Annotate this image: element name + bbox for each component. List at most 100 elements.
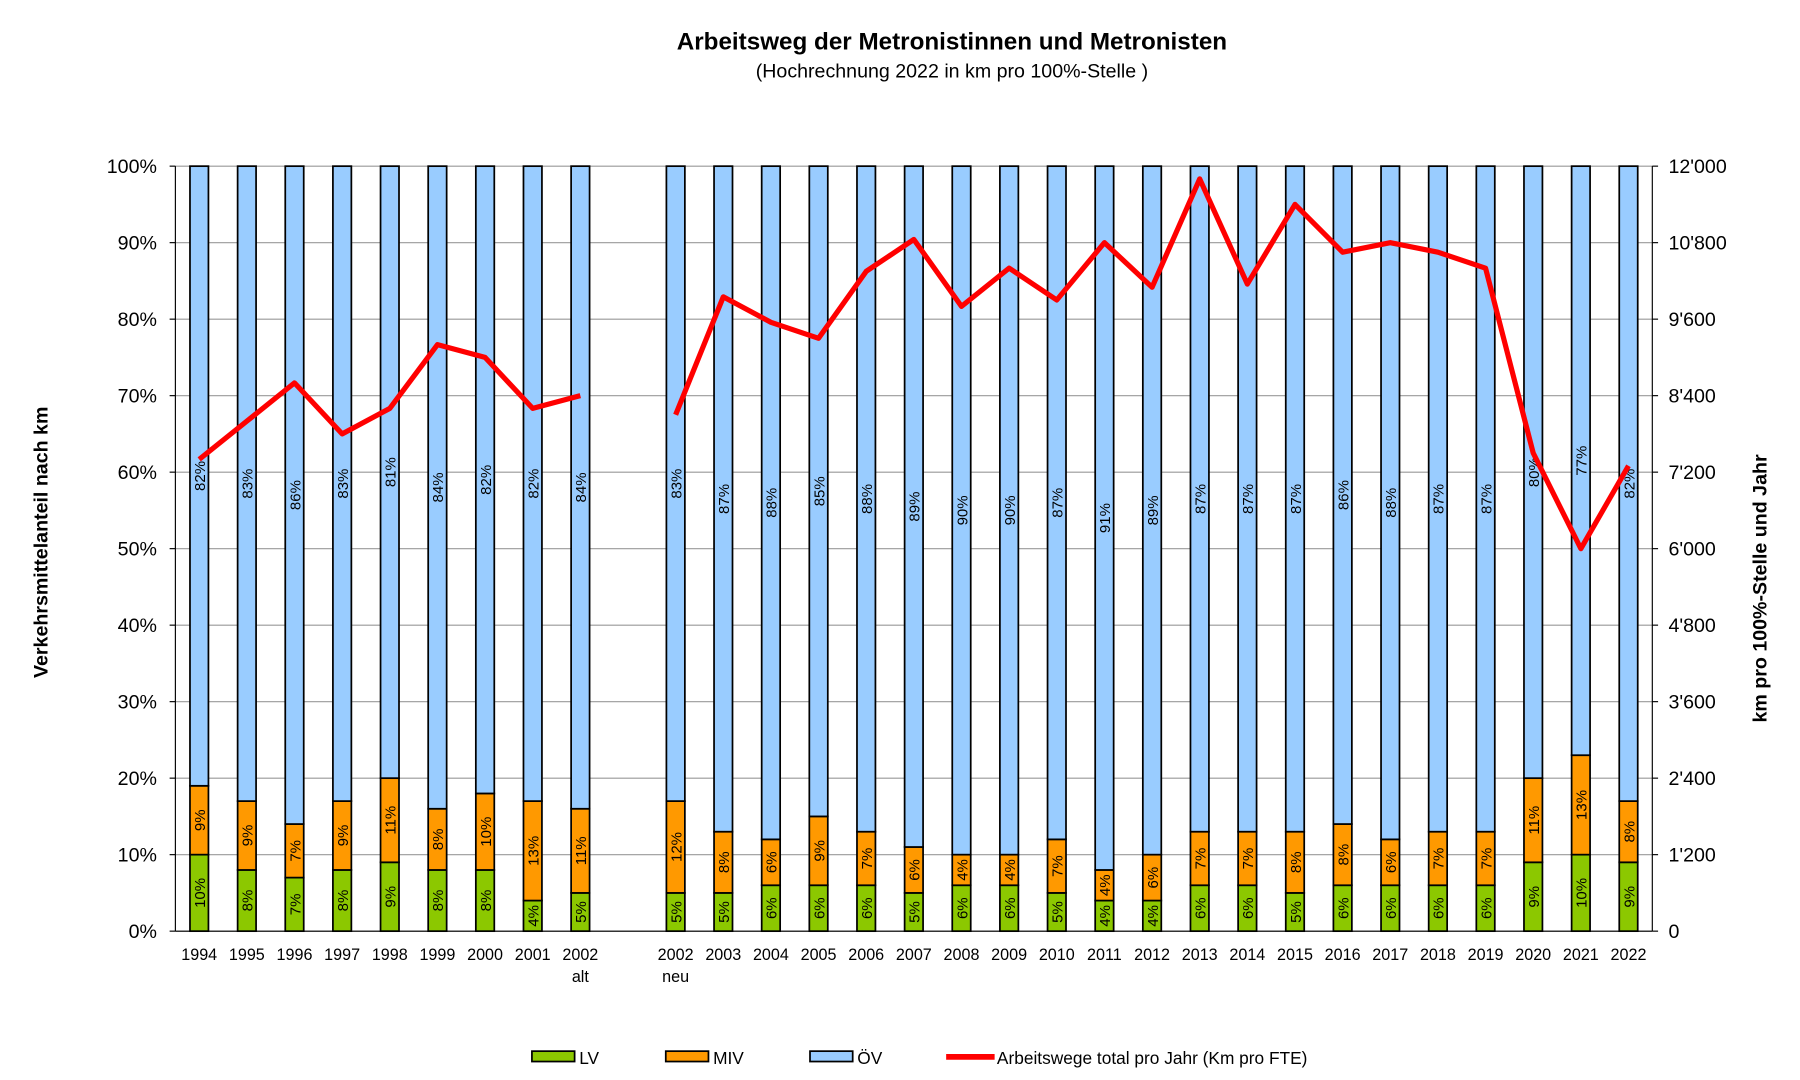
- y-tick-label: 10%: [118, 845, 157, 867]
- data-label: 6%: [907, 859, 924, 881]
- data-label: 87%: [1050, 488, 1067, 518]
- data-label: 90%: [954, 495, 971, 525]
- data-label: 6%: [1431, 897, 1448, 919]
- data-label: 8%: [430, 829, 447, 851]
- x-tick-label: 1996: [277, 946, 313, 964]
- bar-ov: [522, 165, 543, 802]
- data-label: 83%: [335, 469, 352, 499]
- legend-label: LV: [579, 1048, 599, 1068]
- y2-tick-label: 1'200: [1668, 845, 1715, 867]
- bar-ov: [474, 165, 496, 795]
- x-tick-label: 1999: [419, 946, 455, 964]
- x-tick-label: 2010: [1039, 946, 1075, 964]
- data-label: 91%: [1097, 503, 1114, 533]
- data-label: 82%: [478, 465, 495, 495]
- y-tick-label: 90%: [118, 233, 157, 255]
- data-label: 89%: [1145, 495, 1162, 525]
- bar-ov: [856, 165, 877, 833]
- data-label: 83%: [668, 469, 685, 499]
- data-label: 11%: [573, 836, 590, 865]
- x-tick-label: 2014: [1229, 946, 1265, 964]
- y-tick-label: 100%: [107, 156, 157, 178]
- data-label: 8%: [335, 890, 352, 912]
- bar-ov: [1237, 165, 1258, 833]
- x-tick-label: 2001: [515, 946, 551, 964]
- y2-tick-label: 3'600: [1668, 692, 1715, 714]
- y2-tick-label: 7'200: [1668, 462, 1715, 484]
- data-label: 6%: [764, 897, 781, 919]
- x-tick-label: 2017: [1372, 946, 1408, 964]
- data-label: 10%: [1574, 878, 1591, 908]
- data-label: 12%: [668, 832, 685, 862]
- data-label: 8%: [1621, 821, 1638, 843]
- data-label: 9%: [192, 809, 209, 831]
- data-label: 89%: [907, 492, 924, 522]
- bar-ov: [284, 165, 305, 825]
- bar-ov: [999, 165, 1020, 856]
- data-label: 8%: [1335, 844, 1352, 866]
- chart-subtitle: (Hochrechnung 2022 in km pro 100%-Stelle…: [756, 60, 1148, 82]
- data-label: 7%: [859, 848, 876, 870]
- data-label: 7%: [1240, 848, 1257, 870]
- data-label: 5%: [907, 901, 924, 923]
- legend: LV MIV ÖV Arbeitswege total pro Jahr (Km pr…: [531, 1048, 1307, 1068]
- x-tick-label: 2022: [1611, 946, 1647, 964]
- data-label: 11%: [1526, 806, 1543, 835]
- y-tick-label: 0%: [129, 921, 157, 943]
- data-label: 87%: [1240, 484, 1257, 514]
- data-label: 6%: [764, 851, 781, 873]
- data-label: 85%: [811, 476, 828, 506]
- data-label: 83%: [240, 469, 257, 499]
- x-tick-label: 2019: [1468, 946, 1504, 964]
- data-label: 5%: [1050, 901, 1067, 923]
- data-label: 4%: [525, 905, 542, 927]
- data-label: 6%: [1145, 867, 1162, 889]
- data-label: 87%: [716, 484, 733, 514]
- data-label: 8%: [716, 851, 733, 873]
- bar-ov: [951, 165, 972, 856]
- bar-ov: [713, 165, 734, 833]
- y2-axis-title: km pro 100%-Stelle und Jahr: [1750, 454, 1772, 722]
- data-label: 8%: [240, 890, 257, 912]
- y2-tick-label: 4'800: [1668, 615, 1715, 637]
- data-label: 8%: [478, 890, 495, 912]
- data-label: 87%: [1288, 484, 1305, 514]
- data-label: 10%: [478, 817, 495, 847]
- data-label: 8%: [1288, 851, 1305, 873]
- y2-tick-label: 10'800: [1668, 233, 1726, 255]
- y2-tick-label: 12'000: [1668, 156, 1726, 178]
- x-tick-label: 2015: [1277, 946, 1313, 964]
- data-label: 6%: [1192, 897, 1209, 919]
- y2-tick-label: 9'600: [1668, 309, 1715, 331]
- y-tick-label: 20%: [118, 768, 157, 790]
- data-label: 7%: [287, 840, 304, 862]
- legend-label: MIV: [713, 1048, 744, 1068]
- data-label: 7%: [1478, 848, 1495, 870]
- x-tick-label: 2012: [1134, 946, 1170, 964]
- data-label: 9%: [240, 825, 257, 847]
- bar-ov: [570, 165, 591, 810]
- bar-ov: [1189, 165, 1210, 833]
- data-label: 84%: [573, 472, 590, 502]
- x-tick-label: 2002 neu: [658, 946, 694, 986]
- data-label: 84%: [430, 472, 447, 502]
- data-label: 13%: [525, 836, 542, 866]
- data-label: 82%: [192, 461, 209, 491]
- data-label: 6%: [1383, 897, 1400, 919]
- data-label: 87%: [1192, 484, 1209, 514]
- data-label: 6%: [1383, 851, 1400, 873]
- bar-ov: [1141, 165, 1163, 856]
- data-label: 7%: [1050, 855, 1067, 877]
- data-label: 6%: [1240, 897, 1257, 919]
- bar-ov: [1284, 165, 1306, 833]
- data-label: 7%: [1431, 848, 1448, 870]
- data-label: 82%: [525, 469, 542, 499]
- data-label: 88%: [764, 488, 781, 518]
- bar-ov: [903, 165, 924, 848]
- data-label: 9%: [383, 886, 400, 908]
- data-label: 13%: [1574, 790, 1591, 820]
- y-tick-label: 70%: [118, 386, 157, 408]
- y2-tick-label: 6'000: [1668, 539, 1715, 561]
- x-tick-label: 2000: [467, 946, 503, 964]
- bar-ov: [1427, 165, 1449, 833]
